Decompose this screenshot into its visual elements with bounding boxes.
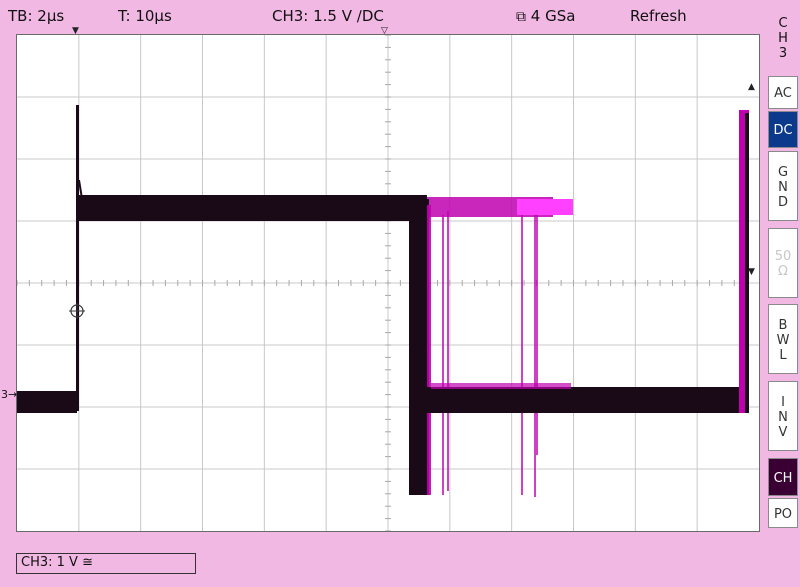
position-button[interactable]: PO (768, 498, 798, 528)
trigger-time-readout: T: 10µs (118, 7, 172, 25)
dc-coupling-button[interactable]: DC (768, 111, 798, 148)
acquire-mode-readout: Refresh (630, 7, 687, 25)
channel-marker: 3→ (1, 388, 18, 401)
memory-icon: ⧉ (516, 9, 526, 25)
status-bar: TB: 2µs T: 10µs CH3: 1.5 V ∕DC ⧉ 4 GSa R… (0, 0, 760, 30)
channel-title: C H 3 (778, 16, 788, 61)
channel-status-box: CH3: 1 V ≅ (16, 553, 196, 574)
waveform-canvas (17, 35, 759, 531)
ohm-icon: Ω (778, 264, 788, 279)
screen-center-marker-icon: ▽ (381, 26, 388, 36)
waveform-final-edge (745, 113, 749, 413)
channel-button[interactable]: CH (768, 458, 798, 496)
waveform-final-edge-glow (739, 110, 749, 413)
waveform-high-segment (79, 195, 427, 221)
waveform-falling-edge-glow (427, 205, 431, 495)
ac-coupling-button[interactable]: AC (768, 76, 798, 109)
waveform-falling-edge (409, 199, 429, 495)
channel-setting-readout: CH3: 1.5 V ∕DC (272, 7, 384, 25)
waveform-low-persistence (431, 383, 571, 389)
timebase-readout: TB: 2µs (8, 7, 65, 25)
trigger-position-marker-icon: ▼ (72, 26, 79, 36)
waveform-low-segment-end (427, 387, 749, 413)
upper-limit-marker-icon: ▲ (748, 82, 755, 92)
sample-rate-readout: ⧉ 4 GSa (516, 7, 576, 25)
channel-marker-arrow-icon: → (8, 388, 18, 401)
waveform-low-segment-start (17, 391, 77, 413)
waveform-display[interactable] (16, 34, 760, 532)
trigger-level-marker-icon: ▼ (748, 267, 755, 277)
waveform-high-persistence-tail (517, 199, 573, 215)
fifty-ohm-button[interactable]: 50 Ω (768, 228, 798, 298)
waveform-rising-edge (76, 105, 79, 411)
